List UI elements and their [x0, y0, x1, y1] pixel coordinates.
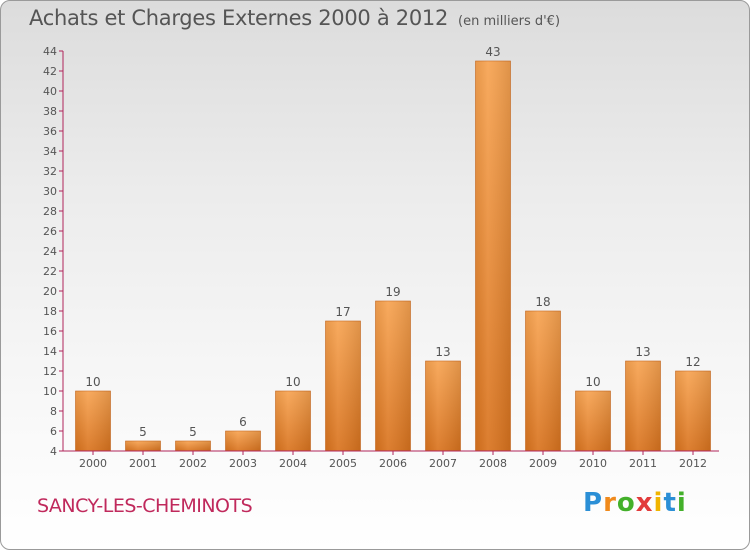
- y-tick-label: 40: [43, 85, 57, 98]
- y-tick-label: 28: [43, 205, 57, 218]
- y-tick-label: 10: [43, 385, 57, 398]
- x-tick-label: 2000: [79, 457, 107, 470]
- bar-shade: [175, 441, 211, 451]
- bar-value-label: 5: [139, 425, 147, 439]
- x-tick-label: 2008: [479, 457, 507, 470]
- bar-shade: [425, 361, 461, 451]
- title-text: Achats et Charges Externes 2000 à 2012: [29, 6, 449, 30]
- logo-letter: r: [603, 488, 617, 518]
- proxiti-logo: Proxiti: [583, 488, 687, 518]
- bar-value-label: 13: [435, 345, 450, 359]
- bar-shade: [575, 391, 611, 451]
- bar-value-label: 12: [685, 355, 700, 369]
- y-tick-label: 6: [50, 425, 57, 438]
- bar-value-label: 17: [335, 305, 350, 319]
- x-tick-label: 2010: [579, 457, 607, 470]
- x-tick-label: 2002: [179, 457, 207, 470]
- town-name: SANCY-LES-CHEMINOTS: [37, 495, 253, 517]
- bar-value-label: 6: [239, 415, 247, 429]
- y-tick-label: 18: [43, 305, 57, 318]
- bar-shade: [525, 311, 561, 451]
- y-tick-label: 38: [43, 105, 57, 118]
- y-axis: 4 6 8 10 12 14 16 18 20 22 24 26 28 30 32 34 36 38 40 42 44: [43, 45, 64, 458]
- y-tick-label: 44: [43, 45, 57, 58]
- y-tick-label: 4: [50, 445, 57, 458]
- bar-shade: [675, 371, 711, 451]
- x-tick-label: 2009: [529, 457, 557, 470]
- logo-letter: i: [653, 488, 664, 518]
- y-tick-label: 16: [43, 325, 57, 338]
- bar-shade: [325, 321, 361, 451]
- bars: 10 5 5 6 10 17 19 13 43 18 10 13 12: [75, 45, 711, 452]
- y-tick-label: 30: [43, 185, 57, 198]
- x-tick-label: 2011: [629, 457, 657, 470]
- logo-letter: P: [583, 488, 604, 518]
- x-axis: 2000 2001 2002 2003 2004 2005 2006 2007 2008 2009…: [63, 450, 719, 470]
- logo-letter: i: [676, 488, 687, 518]
- y-tick-label: 26: [43, 225, 57, 238]
- y-tick-label: 14: [43, 345, 57, 358]
- y-tick-label: 12: [43, 365, 57, 378]
- chart-title: Achats et Charges Externes 2000 à 2012 (e…: [29, 6, 560, 30]
- bar-value-label: 13: [635, 345, 650, 359]
- logo-letter: x: [635, 488, 654, 518]
- x-tick-label: 2001: [129, 457, 157, 470]
- bar-value-label: 10: [85, 375, 100, 389]
- y-tick-label: 8: [50, 405, 57, 418]
- logo-letter: t: [663, 488, 677, 518]
- x-tick-label: 2007: [429, 457, 457, 470]
- logo-letter: o: [616, 488, 636, 518]
- y-tick-label: 32: [43, 165, 57, 178]
- x-tick-label: 2005: [329, 457, 357, 470]
- x-tick-label: 2006: [379, 457, 407, 470]
- bar-shade: [475, 61, 511, 451]
- bar-value-label: 19: [385, 285, 400, 299]
- bar-value-label: 18: [535, 295, 550, 309]
- bar-value-label: 43: [485, 45, 500, 59]
- bar-shade: [625, 361, 661, 451]
- bar-shade: [75, 391, 111, 451]
- y-tick-label: 36: [43, 125, 57, 138]
- bar-shade: [275, 391, 311, 451]
- bar-value-label: 10: [585, 375, 600, 389]
- bar-value-label: 5: [189, 425, 197, 439]
- x-tick-label: 2012: [679, 457, 707, 470]
- y-tick-label: 24: [43, 245, 57, 258]
- bar-value-label: 10: [285, 375, 300, 389]
- y-tick-label: 42: [43, 65, 57, 78]
- bar-shade: [125, 441, 161, 451]
- unit-label: (en milliers d'€): [458, 14, 561, 29]
- y-tick-label: 34: [43, 145, 57, 158]
- y-tick-label: 22: [43, 265, 57, 278]
- x-tick-label: 2004: [279, 457, 307, 470]
- bar-shade: [375, 301, 411, 451]
- x-tick-label: 2003: [229, 457, 257, 470]
- bar-shade: [225, 431, 261, 451]
- y-tick-label: 20: [43, 285, 57, 298]
